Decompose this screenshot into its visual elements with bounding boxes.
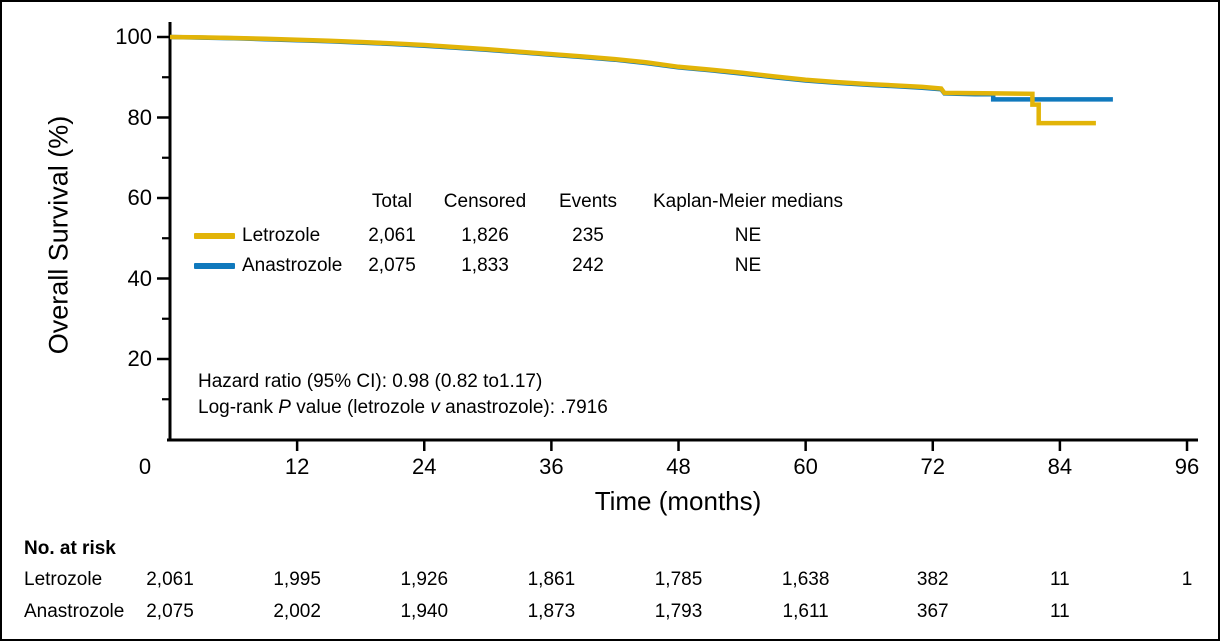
legend-value: 1,833: [461, 255, 509, 276]
y-axis-title: Overall Survival (%): [43, 115, 74, 355]
x-tick-label: 72: [920, 454, 946, 479]
legend-series-name: Anastrozole: [242, 255, 343, 276]
at-risk-row-name: Letrozole: [24, 569, 103, 590]
anastrozole-curve: [169, 34, 1113, 102]
at-risk-value: 11: [1050, 569, 1070, 590]
legend-value: 235: [572, 225, 604, 246]
at-risk-value: 2,002: [273, 601, 321, 622]
logrank-segment: Log-rank: [198, 397, 279, 418]
y-tick-label: 80: [127, 104, 152, 130]
letrozole-legend-swatch: [194, 233, 235, 239]
at-risk-value: 1,638: [781, 569, 830, 590]
at-risk-value: 1,940: [400, 601, 449, 622]
legend-header: Kaplan-Meier medians: [652, 191, 844, 212]
x-tick-label: 36: [539, 454, 564, 479]
y-tick-label: 20: [127, 346, 152, 371]
at-risk-row-name: Anastrozole: [24, 601, 125, 622]
x-tick-label: 12: [284, 454, 310, 479]
km-plot-canvas: [157, 22, 1198, 451]
at-risk-value: 11: [1050, 601, 1070, 622]
legend-header: Events: [558, 191, 618, 212]
legend-value: 1,826: [461, 225, 509, 246]
anastrozole-legend-swatch: [194, 263, 235, 269]
hazard-ratio-annotation: Hazard ratio (95% CI): 0.98 (0.82 to1.17…: [198, 371, 543, 392]
x-tick-label: 48: [666, 454, 691, 479]
y-tick-label: 40: [127, 265, 152, 291]
at-risk-title: No. at risk: [24, 538, 116, 559]
legend-value: NE: [734, 225, 762, 246]
legend-header: Censored: [443, 191, 527, 212]
logrank-segment: value (letrozole: [290, 397, 431, 418]
letrozole-curve: [169, 34, 1096, 126]
at-risk-value: 1,873: [527, 601, 576, 622]
legend-value: 2,061: [368, 225, 416, 246]
legend-value: NE: [734, 255, 762, 276]
at-risk-value: 1,793: [654, 601, 703, 622]
logrank-annotation: Log-rank P value (letrozole v anastrozol…: [198, 396, 608, 420]
logrank-segment: anastrozole): .7916: [439, 397, 608, 418]
at-risk-value: 1: [1181, 569, 1193, 590]
at-risk-value: 1,995: [273, 569, 321, 590]
legend-series-name: Letrozole: [242, 225, 321, 246]
legend-value: 2,075: [368, 255, 416, 276]
y-tick-label: 60: [127, 185, 152, 210]
x-tick-label: 60: [793, 454, 818, 479]
x-tick-label: 24: [412, 454, 437, 479]
logrank-italic-segment: P: [278, 397, 291, 418]
at-risk-value: 367: [916, 601, 949, 622]
at-risk-value: 2,075: [146, 601, 194, 622]
at-risk-value: 382: [916, 569, 949, 590]
x-tick-label: 0: [138, 454, 152, 479]
legend-value: 242: [572, 255, 604, 276]
at-risk-value: 2,061: [146, 569, 194, 590]
at-risk-value: 1,861: [527, 569, 576, 590]
at-risk-value: 1,926: [400, 569, 449, 590]
logrank-italic-segment: v: [430, 397, 440, 418]
at-risk-value: 1,785: [654, 569, 703, 590]
x-tick-label: 96: [1174, 454, 1200, 479]
x-tick-label: 84: [1047, 454, 1073, 479]
y-tick-label: 100: [115, 24, 152, 49]
at-risk-value: 1,611: [782, 601, 829, 622]
x-axis-title: Time (months): [594, 486, 762, 516]
legend-header: Total: [371, 191, 413, 212]
